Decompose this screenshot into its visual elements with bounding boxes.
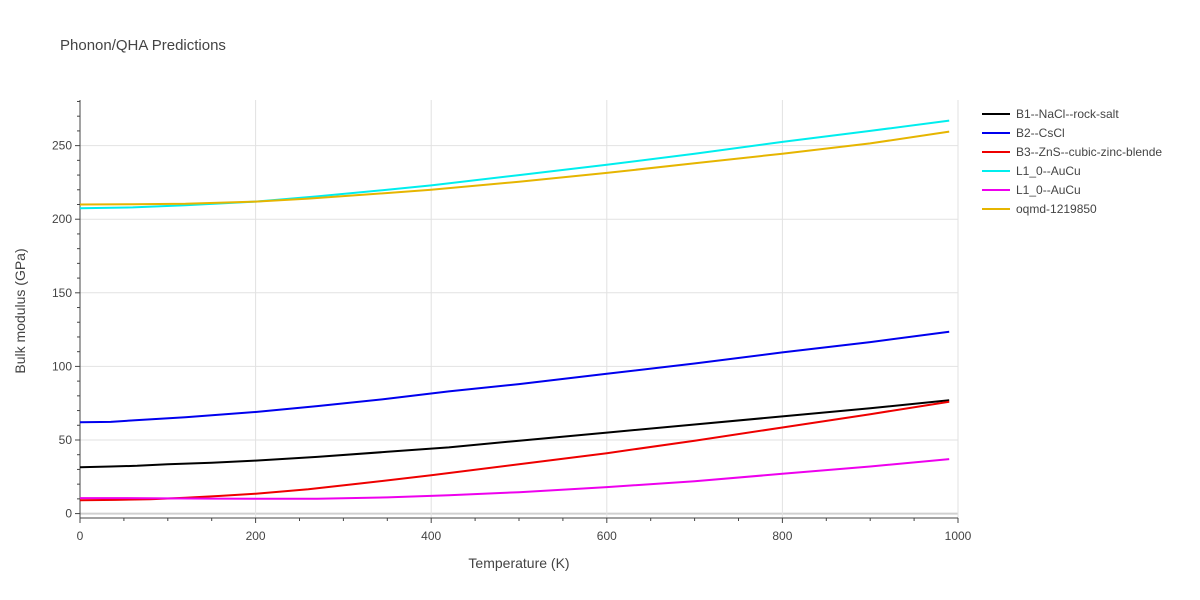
grid <box>80 100 959 518</box>
chart-title: Phonon/QHA Predictions <box>60 37 226 54</box>
series-line-1 <box>79 399 950 469</box>
series-line-6 <box>79 130 950 206</box>
series-line-5 <box>80 458 950 500</box>
legend-label: L1_0--AuCu <box>1016 183 1081 197</box>
legend-label: B3--ZnS--cubic-zinc-blende <box>1016 145 1162 159</box>
axes: 0 50 100 150 200 250 0 200 400 600 800 1000 <box>52 100 972 543</box>
y-tick-label: 50 <box>59 433 73 447</box>
x-tick-label: 0 <box>77 529 84 543</box>
x-tick-label: 600 <box>597 529 617 543</box>
x-tick-label: 800 <box>772 529 792 543</box>
y-axis-title: Bulk modulus (GPa) <box>12 248 28 373</box>
x-axis-title: Temperature (K) <box>468 555 569 571</box>
legend-label: B1--NaCl--rock-salt <box>1016 107 1119 121</box>
x-tick-label: 400 <box>421 529 441 543</box>
series-line-4 <box>79 119 950 210</box>
y-tick-label: 100 <box>52 359 72 373</box>
legend-label: oqmd-1219850 <box>1016 202 1097 216</box>
legend: B1--NaCl--rock-salt B2--CsCl B3--ZnS--cubi… <box>982 107 1162 216</box>
legend-label: B2--CsCl <box>1016 126 1065 140</box>
x-tick-label: 1000 <box>945 529 972 543</box>
plot-lines <box>79 119 950 502</box>
x-tick-label: 200 <box>246 529 266 543</box>
y-tick-label: 0 <box>65 507 72 521</box>
y-tick-label: 200 <box>52 212 72 226</box>
legend-label: L1_0--AuCu <box>1016 164 1081 178</box>
series-line-3 <box>79 400 950 502</box>
series-line-2 <box>79 330 950 424</box>
y-tick-label: 150 <box>52 286 72 300</box>
y-tick-label: 250 <box>52 139 72 153</box>
